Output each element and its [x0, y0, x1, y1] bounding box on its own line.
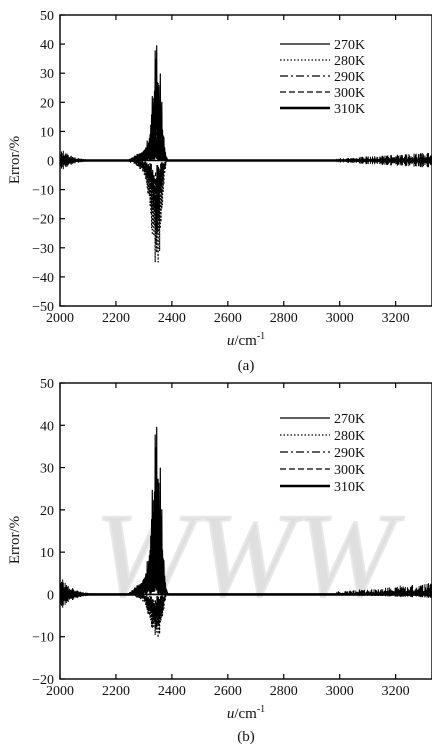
panel-a-series-310K [60, 139, 432, 162]
panel-a-y-tick-label--40: −40 [32, 271, 54, 286]
panel-a-legend-label-310K: 310K [334, 102, 365, 117]
panel-a-x-tick-label-2400: 2400 [158, 311, 186, 326]
panel-b-caption: (b) [237, 729, 255, 745]
panel-a-plot-area [60, 45, 432, 263]
panel-a-y-tick-label-20: 20 [40, 96, 54, 111]
panel-b-legend-label-300K: 300K [334, 463, 365, 478]
panel-a-x-axis-label: u/cm-1 [227, 331, 265, 349]
panel-b-legend-label-280K: 280K [334, 429, 365, 444]
panel-b-watermark: WWW [94, 487, 406, 622]
panel-a-y-tick-label-0: 0 [47, 155, 54, 170]
panel-b-y-tick-label--10: −10 [32, 631, 54, 646]
panel-a-x-axis-sup: -1 [257, 331, 265, 342]
panel-b-watermark-text: WWW [95, 488, 405, 621]
panel-a-x-tick-label-2800: 2800 [270, 311, 298, 326]
panel-a-legend-label-270K: 270K [334, 38, 365, 53]
panel-a-x-axis-var: u [227, 333, 235, 349]
panel-a-legend-label-300K: 300K [334, 86, 365, 101]
panel-a-y-tick-label--30: −30 [32, 242, 54, 257]
panel-b: WWW 270K 280K 290K 300K 310K 2000 2200 2400 260… [7, 377, 432, 745]
panel-a-y-tick-label--20: −20 [32, 213, 54, 228]
panel-b-series-310K [60, 557, 432, 596]
panel-a-x-tick-label-2600: 2600 [214, 311, 242, 326]
panel-b-y-tick-label-30: 30 [40, 462, 54, 477]
panel-b-legend: 270K 280K 290K 300K 310K [280, 412, 365, 495]
panel-a-y-axis-label: Error/% [7, 136, 23, 184]
panel-b-axes-frame [59, 382, 432, 680]
panel-a-y-tick-label-50: 50 [40, 9, 54, 24]
panel-a-axes: 2000 2200 2400 2600 2800 3000 3200 −50 −40 −30 −20… [32, 9, 410, 326]
panel-b-y-axis-label: Error/% [7, 516, 23, 564]
panel-b-y-tick-label-0: 0 [47, 588, 54, 603]
panel-a-x-tick-label-2200: 2200 [102, 311, 130, 326]
panel-b-y-tick-label--20: −20 [32, 673, 54, 688]
panel-b-x-tick-label-3000: 3000 [326, 684, 354, 699]
panel-b-x-axis-var: u [227, 706, 235, 722]
panel-a-series-280K [60, 159, 432, 263]
panel-b-x-tick-label-3200: 3200 [382, 684, 410, 699]
panel-b-x-axis-sup: -1 [257, 704, 265, 715]
panel-a-series-300K [60, 159, 432, 231]
panel-b-x-tick-label-2400: 2400 [158, 684, 186, 699]
panel-b-x-tick-label-2600: 2600 [214, 684, 242, 699]
panel-b-legend-label-290K: 290K [334, 446, 365, 461]
panel-b-x-tick-label-2000: 2000 [46, 684, 74, 699]
panel-b-x-tick-label-2800: 2800 [270, 684, 298, 699]
panel-a-x-tick-label-3000: 3000 [326, 311, 354, 326]
panel-b-y-tick-label-10: 10 [40, 546, 54, 561]
panel-a-y-tick-label--10: −10 [32, 184, 54, 199]
panel-a-series-290K [60, 85, 432, 162]
panel-a-series-270K [60, 45, 432, 162]
panel-b-plot-area [60, 426, 432, 638]
panel-a-x-tick-label-2000: 2000 [46, 311, 74, 326]
panel-a-legend-label-280K: 280K [334, 54, 365, 69]
panel-b-y-tick-label-40: 40 [40, 419, 54, 434]
panel-a-y-tick-label-30: 30 [40, 67, 54, 82]
panel-b-x-tick-label-2200: 2200 [102, 684, 130, 699]
panel-b-x-axis-unit: /cm [234, 706, 257, 722]
panel-b-y-tick-label-20: 20 [40, 504, 54, 519]
panel-b-legend-label-270K: 270K [334, 412, 365, 427]
panel-b-axes: 2000 2200 2400 2600 2800 3000 3200 −20 −10 0 10 20 3… [32, 377, 410, 699]
panel-a-x-tick-label-3200: 3200 [382, 311, 410, 326]
panel-a-y-tick-label-40: 40 [40, 38, 54, 53]
panel-a-y-tick-label-10: 10 [40, 125, 54, 140]
panel-a-legend-label-290K: 290K [334, 70, 365, 85]
panel-a-y-tick-label--50: −50 [32, 300, 54, 315]
panel-b-legend-label-310K: 310K [334, 480, 365, 495]
panel-a-caption: (a) [238, 358, 255, 374]
panel-a-x-axis-unit: /cm [234, 333, 257, 349]
panel-b-y-tick-label-50: 50 [40, 377, 54, 392]
panel-b-x-axis-label: u/cm-1 [227, 704, 265, 722]
